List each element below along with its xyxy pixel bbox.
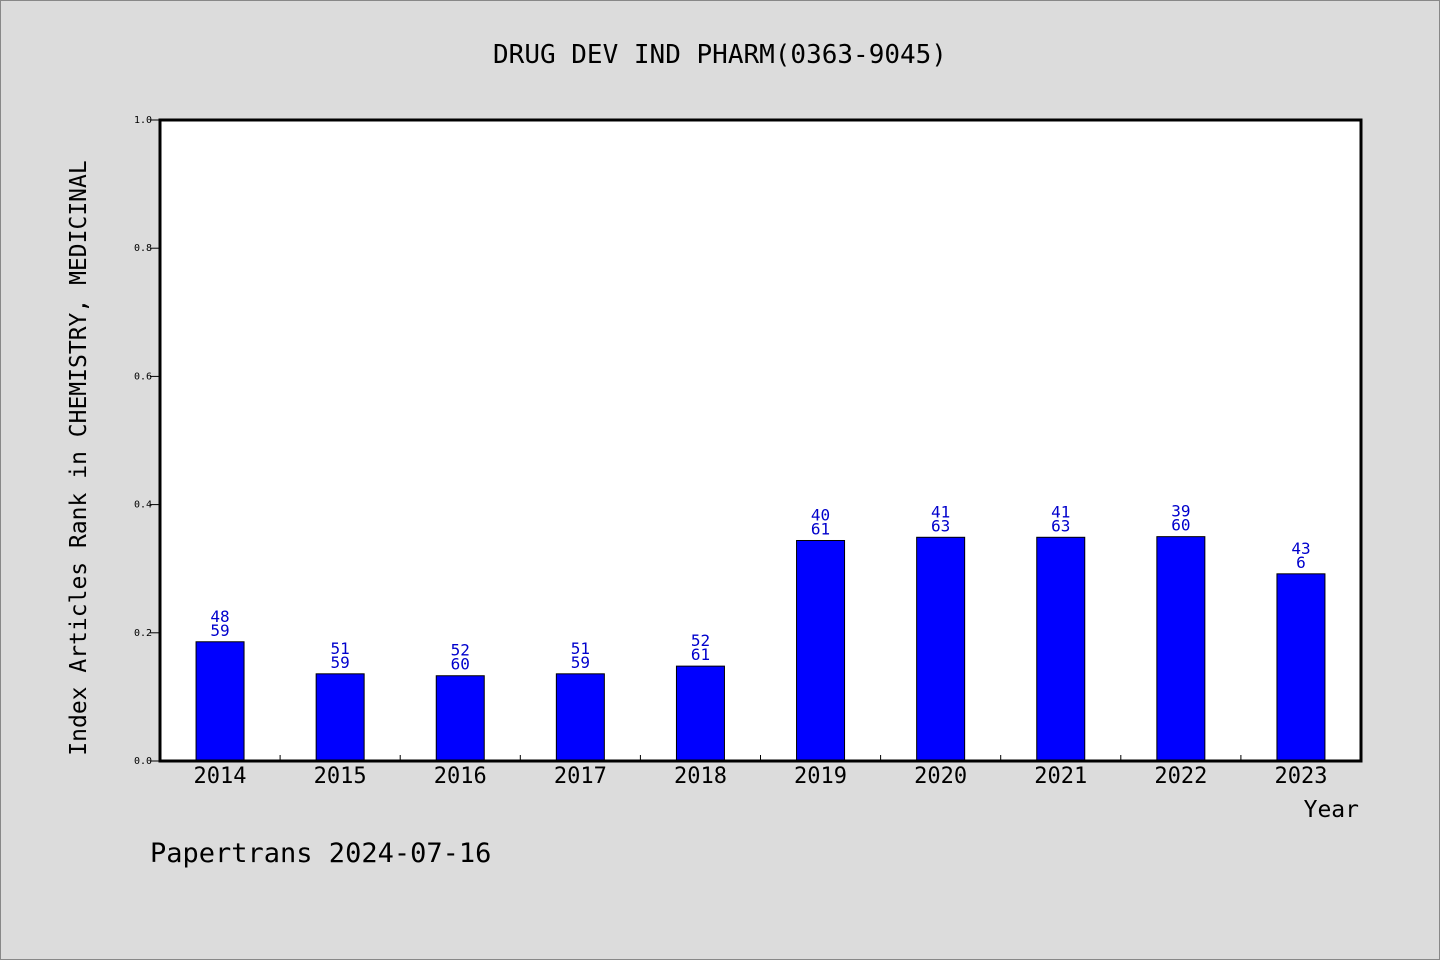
footer-watermark: Papertrans 2024-07-16 (150, 838, 491, 869)
bar-label-top: 40 (811, 505, 830, 524)
y-tick-label: 0.4 (134, 500, 152, 511)
bar (195, 641, 245, 762)
bar (916, 536, 966, 762)
bar (1276, 573, 1326, 762)
x-tick-label: 2022 (1154, 764, 1207, 789)
bar-label-bottom: 63 (931, 516, 950, 535)
y-tick-label: 0.0 (134, 756, 152, 767)
bar (675, 665, 725, 762)
bar-label-top: 52 (691, 631, 710, 650)
y-tick-label: 0.8 (134, 243, 152, 254)
bar (555, 673, 605, 762)
bar-label-top: 39 (1171, 502, 1190, 521)
bar-label-bottom: 60 (451, 655, 470, 674)
bar (796, 539, 846, 762)
x-tick-label: 2016 (434, 764, 487, 789)
bar (1036, 536, 1086, 762)
y-tick-label: 1.0 (134, 115, 152, 126)
x-tick-label: 2019 (794, 764, 847, 789)
bar-label-top: 51 (571, 639, 590, 658)
x-tick-label: 2020 (914, 764, 967, 789)
bar (1156, 536, 1206, 762)
x-tick-label: 2021 (1034, 764, 1087, 789)
x-tick-label: 2023 (1274, 764, 1327, 789)
bar-label-bottom: 59 (571, 653, 590, 672)
x-axis-label: Year (1304, 797, 1359, 823)
bar-label-bottom: 59 (331, 653, 350, 672)
bar-label-bottom: 6 (1296, 553, 1306, 572)
y-tick-label: 0.6 (134, 371, 152, 382)
plot-border (158, 118, 1363, 763)
bar-label-bottom: 63 (1051, 516, 1070, 535)
bar (435, 675, 485, 762)
bar-label-top: 41 (931, 502, 950, 521)
bar (315, 673, 365, 762)
bar-label-bottom: 61 (811, 519, 830, 538)
x-tick-label: 2017 (554, 764, 607, 789)
bar-label-top: 52 (451, 641, 470, 660)
x-tick-label: 2014 (194, 764, 247, 789)
chart-title: DRUG DEV IND PHARM(0363-9045) (493, 40, 947, 70)
y-axis-label: Index Articles Rank in CHEMISTRY, MEDICI… (66, 160, 92, 755)
bar-label-bottom: 59 (210, 621, 229, 640)
bar-label-top: 48 (210, 607, 229, 626)
bar-label-top: 43 (1291, 539, 1310, 558)
bar-label-top: 51 (331, 639, 350, 658)
bar-label-bottom: 60 (1171, 516, 1190, 535)
bar-label-top: 41 (1051, 502, 1070, 521)
x-tick-label: 2015 (314, 764, 367, 789)
y-tick-label: 0.2 (134, 628, 152, 639)
x-tick-label: 2018 (674, 764, 727, 789)
bar-label-bottom: 61 (691, 645, 710, 664)
